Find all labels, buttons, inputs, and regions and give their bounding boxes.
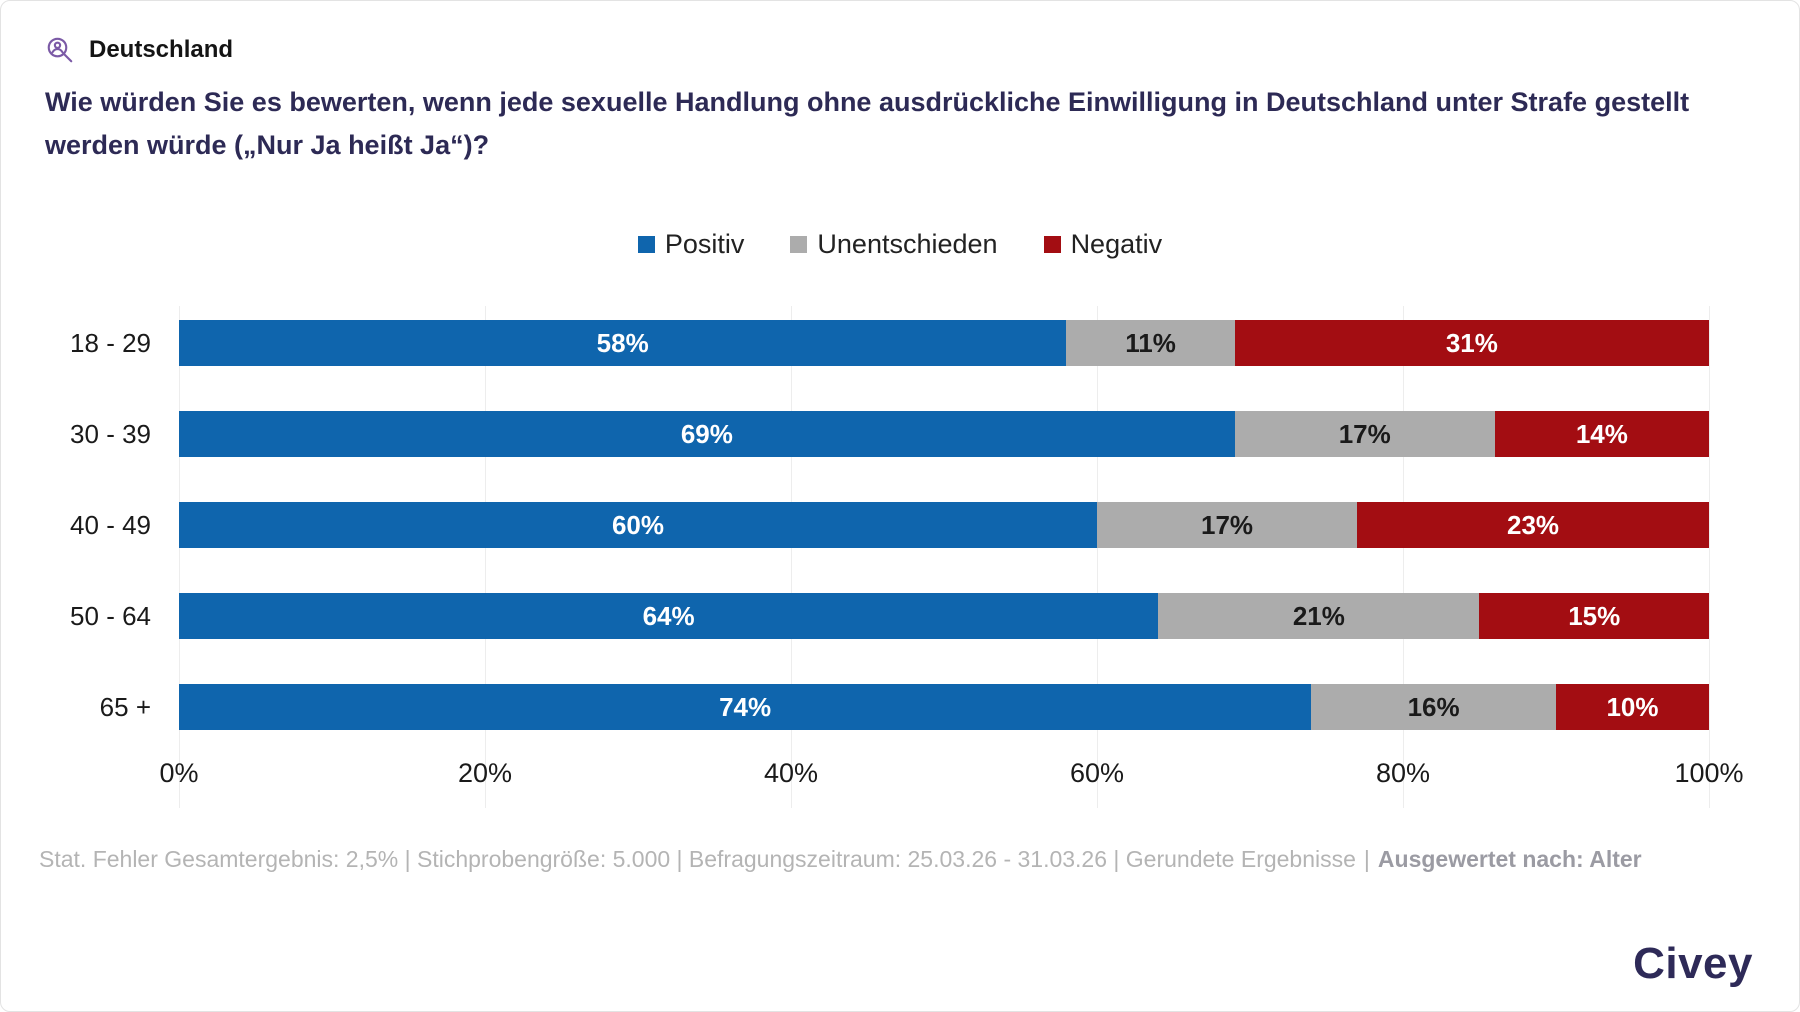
bar-value-label: 31% — [1445, 327, 1498, 358]
gridline — [1403, 306, 1404, 809]
chart-row: 18 - 29 58% 11% 31% — [45, 320, 1709, 367]
region-label: Deutschland — [89, 36, 234, 63]
footnote-separator: | — [1363, 846, 1370, 873]
bar-segment-positiv: 60% — [179, 502, 1097, 549]
bar-segment-unentschieden: 11% — [1066, 320, 1235, 367]
row-label: 30 - 39 — [70, 418, 151, 449]
legend-item-negativ: Negativ — [1043, 229, 1163, 260]
bar-value-label: 16% — [1407, 691, 1460, 722]
bar-segment-positiv: 74% — [179, 684, 1312, 731]
legend-swatch-unentschieden — [790, 236, 808, 254]
legend-label-unentschieden: Unentschieden — [817, 229, 998, 260]
bar-value-label: 74% — [719, 691, 772, 722]
gridline — [1097, 306, 1098, 809]
bar-segment-positiv: 69% — [179, 411, 1235, 458]
row-label: 65 + — [99, 691, 151, 722]
bar-value-label: 69% — [680, 418, 733, 449]
bar-segment-negativ: 15% — [1479, 593, 1709, 640]
person-magnifier-icon — [45, 35, 75, 65]
x-axis-tick: 0% — [159, 758, 199, 789]
chart-row: 40 - 49 60% 17% 23% — [45, 502, 1709, 549]
bar-segment-negativ: 31% — [1234, 320, 1709, 367]
bar-value-label: 58% — [596, 327, 649, 358]
bar-value-label: 21% — [1292, 600, 1345, 631]
bar-track: 58% 11% 31% — [179, 320, 1709, 367]
bar-segment-negativ: 23% — [1357, 502, 1709, 549]
question-title: Wie würden Sie es bewerten, wenn jede se… — [45, 87, 1690, 161]
x-axis-tick: 40% — [763, 758, 819, 789]
chart-row: 30 - 39 69% 17% 14% — [45, 411, 1709, 458]
gridline — [179, 306, 180, 809]
footnote: Stat. Fehler Gesamtergebnis: 2,5% | Stic… — [39, 846, 1799, 873]
x-axis-tick: 100% — [1674, 758, 1744, 789]
civey-logo: Civey — [1633, 939, 1753, 988]
x-axis-tick: 80% — [1375, 758, 1431, 789]
bar-segment-positiv: 58% — [179, 320, 1067, 367]
bar-segment-unentschieden: 16% — [1311, 684, 1556, 731]
bar-value-label: 10% — [1606, 691, 1659, 722]
bar-value-label: 15% — [1568, 600, 1621, 631]
bar-value-label: 17% — [1338, 418, 1391, 449]
bar-value-label: 60% — [611, 509, 665, 540]
footnote-stats: Stat. Fehler Gesamtergebnis: 2,5% | Stic… — [39, 846, 1356, 873]
x-axis-tick: 60% — [1069, 758, 1125, 789]
row-label: 50 - 64 — [70, 600, 151, 631]
bar-segment-unentschieden: 21% — [1158, 593, 1480, 640]
gridline — [791, 306, 792, 809]
bar-segment-positiv: 64% — [179, 593, 1159, 640]
legend-item-positiv: Positiv — [637, 229, 745, 260]
bar-segment-unentschieden: 17% — [1097, 502, 1358, 549]
bar-segment-unentschieden: 17% — [1234, 411, 1495, 458]
bar-value-label: 64% — [642, 600, 695, 631]
legend-swatch-positiv — [637, 236, 655, 254]
bar-value-label: 14% — [1575, 418, 1628, 449]
x-axis: 0% 20% 40% 60% 80% 100% — [159, 758, 1743, 794]
row-label: 40 - 49 — [70, 509, 151, 540]
footnote-evaluated-by: Ausgewertet nach: Alter — [1377, 846, 1642, 873]
bar-value-label: 11% — [1125, 327, 1176, 358]
gridline — [485, 306, 486, 809]
chart-grid — [179, 306, 1710, 809]
bar-track: 64% 21% 15% — [179, 593, 1709, 640]
legend-label-negativ: Negativ — [1070, 229, 1163, 260]
legend-label-positiv: Positiv — [664, 229, 745, 260]
legend-swatch-negativ — [1043, 236, 1061, 254]
chart-row: 50 - 64 64% 21% 15% — [45, 593, 1709, 640]
gridline — [1709, 306, 1710, 809]
bar-segment-negativ: 14% — [1494, 411, 1709, 458]
bar-value-label: 23% — [1507, 509, 1560, 540]
row-label: 18 - 29 — [70, 327, 151, 358]
x-axis-tick: 20% — [457, 758, 513, 789]
legend: Positiv Unentschieden Negativ — [1, 229, 1799, 260]
bar-track: 74% 16% 10% — [179, 684, 1709, 731]
chart-rows: 18 - 29 58% 11% 31% 30 - 39 69% 17% 14% 40 - 49 6… — [45, 320, 1709, 731]
bar-track: 69% 17% 14% — [179, 411, 1709, 458]
bar-segment-negativ: 10% — [1555, 684, 1709, 731]
stacked-bar-chart: 18 - 29 58% 11% 31% 30 - 39 69% 17% 14% 40 - 49 6… — [45, 306, 1744, 809]
legend-item-unentschieden: Unentschieden — [790, 229, 998, 260]
header: Deutschland — [45, 35, 1799, 65]
bar-value-label: 17% — [1201, 509, 1254, 540]
chart-row: 65 + 74% 16% 10% — [45, 684, 1709, 731]
bar-track: 60% 17% 23% — [179, 502, 1709, 549]
